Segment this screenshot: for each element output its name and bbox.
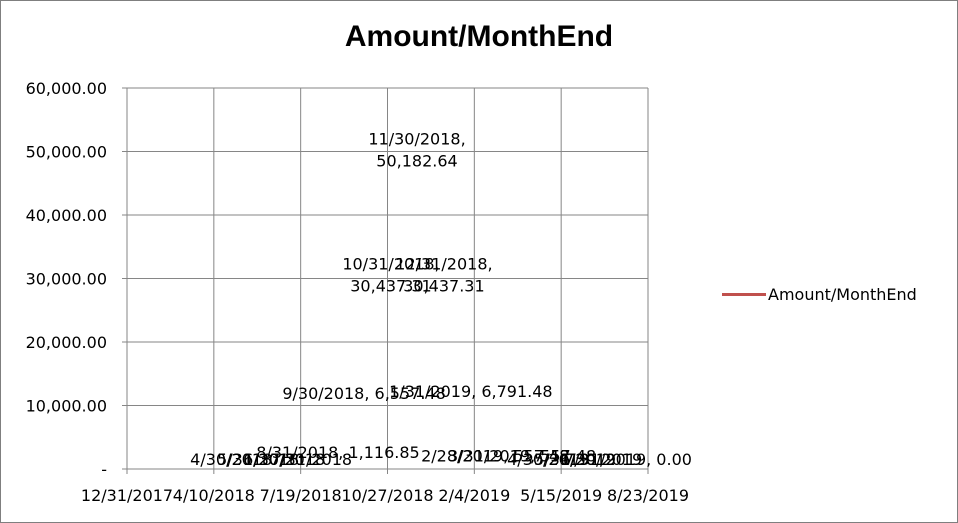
data-point (469, 424, 473, 428)
data-label: 3/31/2019, 557.48 (448, 446, 596, 465)
data-label: 7/31/2019, 0.00 (564, 450, 692, 469)
data-label: 9/30/2018, 6,557.48 (282, 384, 445, 403)
y-tick-label: 30,000.00 (26, 270, 107, 289)
chart-title: Amount/MonthEnd (344, 20, 614, 53)
x-axis-ticks: 12/31/2017 4/10/2018 7/19/2018 10/27/2018 2/… (81, 486, 689, 505)
data-label: 4/30/2019 (507, 450, 589, 469)
y-tick-label: 10,000.00 (26, 397, 107, 416)
y-tick-label: - (101, 460, 107, 479)
legend: Amount/MonthEnd (722, 283, 917, 305)
data-label: 8/31/2018, 1,116.85 (256, 443, 419, 462)
y-tick-label: 50,000.00 (26, 143, 107, 162)
data-label: 12/31/2018, 30,437.31 (395, 255, 492, 296)
x-tick-label: 2/4/2019 (438, 486, 510, 505)
y-axis-ticks: - 10,000.00 20,000.00 30,000.00 40,000.00 50,… (26, 79, 107, 479)
data-label: 7/31/2018 (270, 450, 352, 469)
series-line (229, 148, 630, 471)
data-label: 1/31/2019, 6,791.48 (389, 382, 552, 401)
legend-label: Amount/MonthEnd (768, 284, 917, 304)
x-tick-label: 5/15/2019 (520, 486, 602, 505)
data-label: 4/30/2018 (190, 450, 272, 469)
data-labels: 4/30/20185/31/20186/30/20187/31/20188/31… (190, 129, 692, 469)
y-tick-label: 20,000.00 (26, 333, 107, 352)
data-label: 10/31/2018, 30,437.31 (342, 255, 439, 296)
data-label: 5/31/2019 (534, 450, 616, 469)
gridlines (122, 87, 649, 474)
y-tick-label: 40,000.00 (26, 206, 107, 225)
x-tick-label: 12/31/2017 (81, 486, 173, 505)
x-tick-label: 4/10/2018 (173, 486, 255, 505)
data-label: 2/28/2019, 557.48 (421, 446, 569, 465)
x-tick-label: 8/23/2019 (607, 486, 689, 505)
data-label: 6/30/2019 (560, 450, 642, 469)
y-tick-label: 60,000.00 (26, 79, 107, 98)
x-tick-label: 7/19/2018 (260, 486, 342, 505)
data-label: 5/31/2018 (217, 450, 299, 469)
data-label: 11/30/2018, 50,182.64 (368, 129, 465, 170)
legend-swatch (722, 292, 766, 296)
series-line-0 (231, 150, 628, 469)
data-label: 6/30/2018 (243, 450, 325, 469)
data-point (362, 425, 366, 429)
x-tick-label: 10/27/2018 (341, 486, 433, 505)
